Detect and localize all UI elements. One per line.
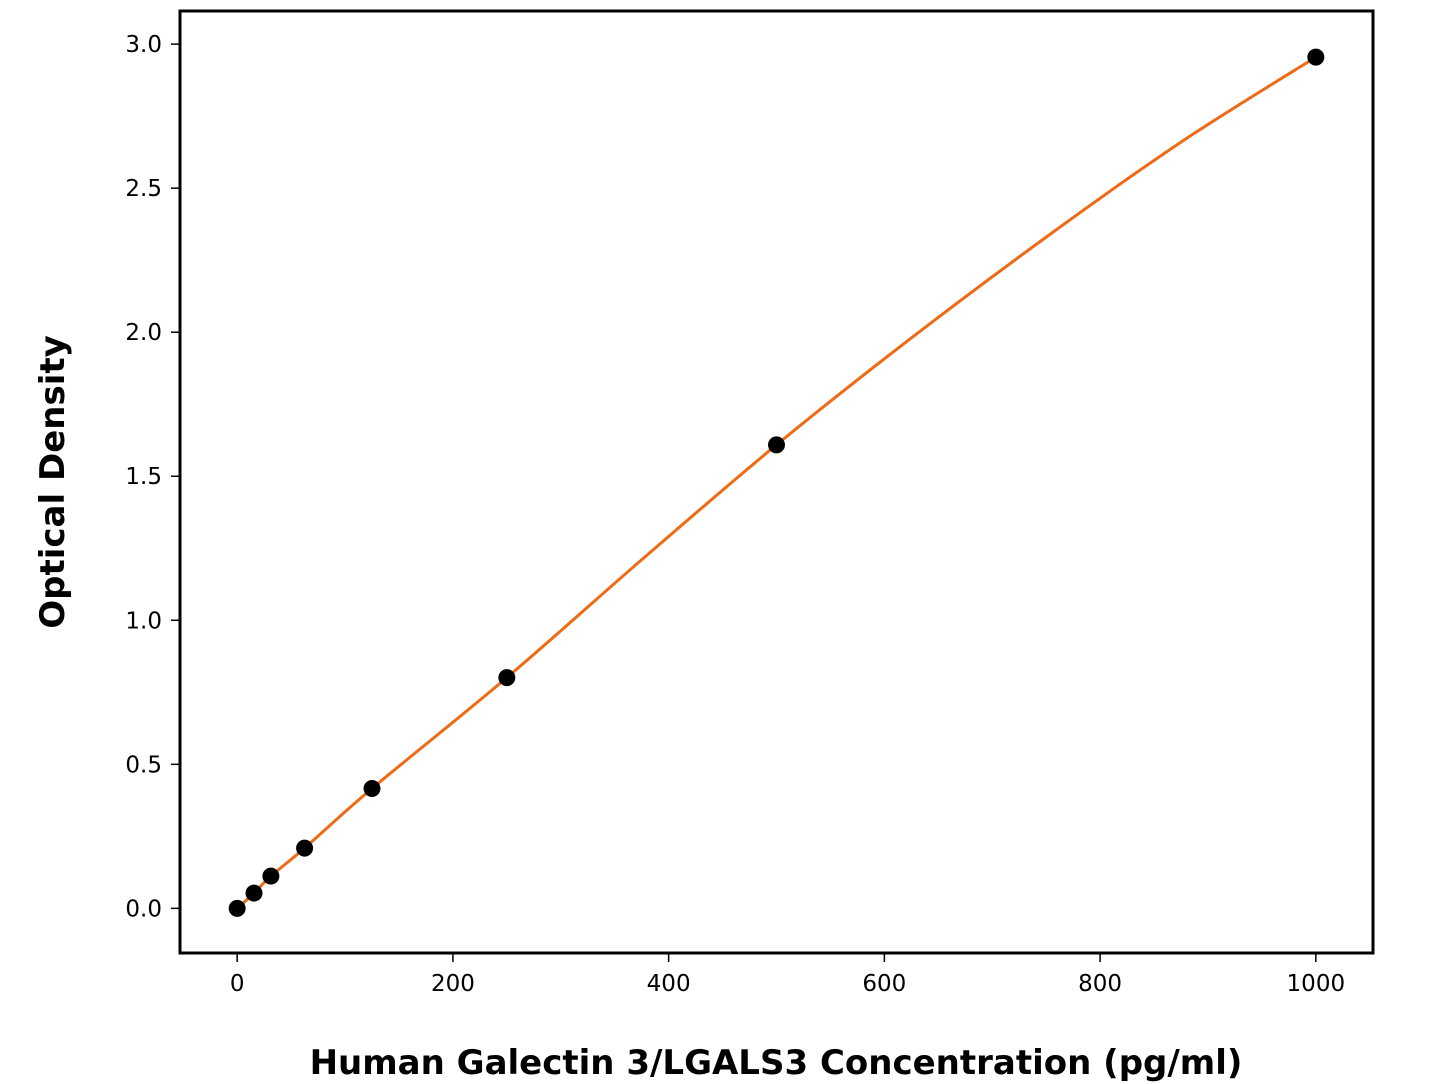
y-tick-label: 2.5 (125, 176, 162, 202)
fit-curve (236, 55, 1317, 910)
data-point (363, 780, 381, 798)
y-tick-label: 2.0 (125, 320, 162, 346)
data-point (262, 867, 280, 885)
data-point (296, 839, 314, 857)
data-point (228, 899, 246, 917)
x-axis-ticks: 0 200 400 600 800 1000 (230, 953, 1345, 997)
y-tick-label: 1.0 (125, 608, 162, 634)
y-tick-label: 3.0 (125, 32, 162, 58)
x-tick-label: 1000 (1287, 971, 1346, 997)
y-axis-title: Optical Density (33, 335, 73, 629)
data-points (228, 48, 1325, 917)
data-point (498, 669, 516, 687)
x-tick-label: 600 (862, 971, 906, 997)
x-tick-label: 400 (647, 971, 691, 997)
plot-frame (178, 9, 1375, 955)
y-tick-label: 0.5 (125, 752, 162, 778)
x-tick-label: 800 (1078, 971, 1122, 997)
y-tick-label: 0.0 (125, 896, 162, 922)
x-tick-label: 200 (431, 971, 475, 997)
data-point (1307, 48, 1325, 66)
y-tick-label: 1.5 (125, 464, 162, 490)
x-axis-title: Human Galectin 3/LGALS3 Concentration (p… (310, 1043, 1243, 1083)
y-axis-ticks: 0.0 0.5 1.0 1.5 2.0 2.5 3.0 (125, 32, 180, 922)
data-point (245, 884, 263, 902)
data-point (768, 436, 785, 454)
x-tick-label: 0 (230, 971, 245, 997)
